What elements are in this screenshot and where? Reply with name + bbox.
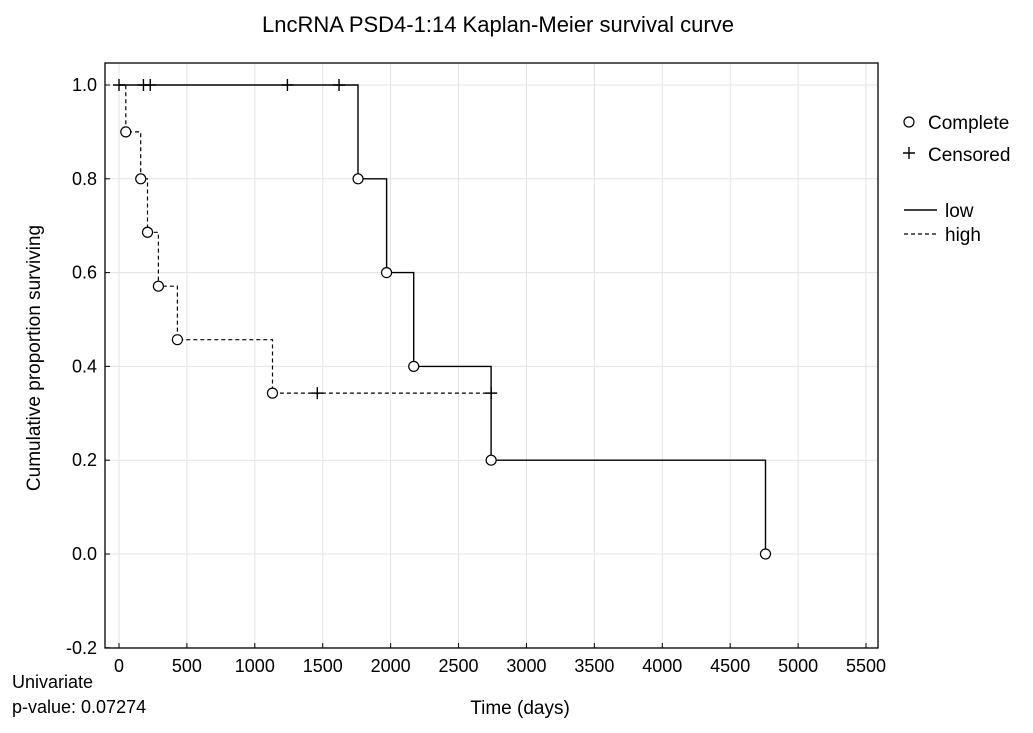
x-tick-label: 1000 [235, 656, 275, 676]
pvalue-line1: Univariate [12, 672, 93, 692]
complete-marker [352, 173, 364, 185]
chart-title: LncRNA PSD4-1:14 Kaplan-Meier survival c… [262, 12, 734, 37]
censored-marker [485, 387, 498, 400]
y-tick-label: -0.2 [66, 638, 97, 658]
complete-marker [135, 173, 147, 185]
x-tick-label: 5000 [778, 656, 818, 676]
pvalue-line2: p-value: 0.07274 [12, 697, 146, 717]
y-axis-label: Cumulative proportion surviving [24, 225, 45, 491]
x-tick-label: 1500 [303, 656, 343, 676]
complete-marker [380, 267, 393, 279]
x-tick-label: 0 [114, 656, 124, 676]
censored-marker [311, 387, 324, 400]
y-tick-label: 1.0 [72, 75, 97, 95]
censored-marker [281, 79, 294, 91]
complete-marker [759, 548, 772, 560]
complete-marker [266, 387, 279, 399]
plot-frame [104, 62, 879, 649]
x-tick-label: 5500 [846, 656, 886, 676]
x-axis-label: Time (days) [470, 698, 570, 719]
y-tick-label: 0.0 [72, 544, 97, 564]
legend-complete-marker [903, 116, 915, 128]
censored-marker [333, 79, 346, 91]
y-tick-label: 0.8 [72, 169, 97, 189]
legend: Complete Censored low high [903, 113, 1010, 246]
complete-marker [141, 226, 154, 238]
x-tick-label: 500 [172, 656, 202, 676]
series-high [119, 84, 498, 400]
legend-high-label: high [945, 225, 981, 246]
survival-step-line-high [119, 84, 492, 394]
y-tick-label: 0.4 [72, 356, 97, 376]
x-tick-label: 2500 [439, 656, 479, 676]
x-tick-label: 4000 [642, 656, 682, 676]
legend-censored-marker [903, 147, 915, 159]
series-low [113, 79, 772, 560]
x-tick-label: 2000 [371, 656, 411, 676]
legend-complete-label: Complete [928, 113, 1009, 134]
y-tick-label: 0.6 [72, 263, 97, 283]
complete-marker [152, 280, 164, 292]
legend-censored-label: Censored [928, 145, 1010, 166]
y-tick-label: 0.2 [72, 450, 97, 470]
complete-marker [120, 126, 132, 138]
series-group [113, 79, 772, 560]
x-tick-label: 3500 [574, 656, 614, 676]
complete-marker [485, 454, 497, 466]
complete-marker [408, 360, 420, 372]
x-tick-label: 3000 [506, 656, 546, 676]
legend-low-label: low [945, 201, 974, 222]
censored-marker [144, 79, 157, 91]
axis-ticks: 0 500 1000 1500 2000 2500 3000 3500 4000 4500 5000… [66, 75, 886, 676]
grid-lines [105, 63, 878, 649]
complete-marker [171, 334, 184, 346]
x-tick-label: 4500 [710, 656, 750, 676]
survival-step-line-low [119, 84, 767, 554]
